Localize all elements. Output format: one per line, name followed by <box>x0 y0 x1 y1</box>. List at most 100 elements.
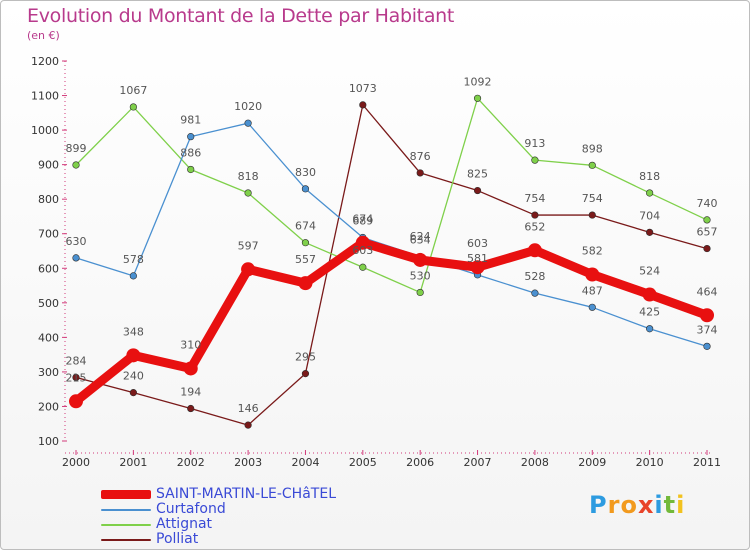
data-label: 530 <box>410 269 431 282</box>
data-point <box>588 161 596 169</box>
logo-letter: P <box>589 491 608 519</box>
data-label: 581 <box>467 252 488 265</box>
data-point <box>642 287 657 302</box>
data-label: 194 <box>180 386 201 399</box>
y-tick-label: 1100 <box>31 90 59 103</box>
legend-item: Polliat <box>101 532 336 547</box>
data-label: 284 <box>66 354 87 367</box>
data-point <box>588 303 596 311</box>
logo-letter: o <box>620 491 638 519</box>
data-label: 582 <box>582 244 603 257</box>
legend-swatch <box>101 508 151 511</box>
data-label: 818 <box>639 170 660 183</box>
data-point <box>244 189 252 197</box>
data-label: 657 <box>697 226 718 239</box>
data-point <box>129 272 137 280</box>
data-point <box>703 244 711 253</box>
data-label: 754 <box>524 192 545 205</box>
data-point <box>244 421 252 429</box>
legend-swatch <box>101 538 151 541</box>
data-point <box>301 370 310 378</box>
logo-letter: i <box>676 491 686 519</box>
chart-title: Evolution du Montant de la Dette par Hab… <box>27 5 455 27</box>
data-point <box>416 169 424 177</box>
y-tick-label: 300 <box>38 366 59 379</box>
data-point <box>298 276 313 291</box>
data-label: 740 <box>697 197 718 210</box>
y-tick-label: 1000 <box>31 124 59 137</box>
data-label: 295 <box>295 351 316 364</box>
series-line <box>75 97 708 294</box>
legend-label: Curtafond <box>156 501 226 517</box>
data-point <box>244 119 252 127</box>
legend-label: Attignat <box>156 516 213 532</box>
legend-label: Polliat <box>156 531 199 547</box>
data-point <box>413 252 428 267</box>
data-label: 240 <box>123 370 144 383</box>
data-label: 348 <box>123 325 144 338</box>
data-point <box>126 348 141 363</box>
x-tick-label: 2005 <box>349 456 377 469</box>
proxiti-logo: Proxiti <box>589 491 685 519</box>
data-point <box>646 189 654 197</box>
data-point <box>473 186 482 195</box>
data-point <box>585 267 600 282</box>
data-label: 674 <box>295 220 316 233</box>
axes: 100 200 300 400 500 600 700 800 900 1000 1100 1200 2… <box>31 55 721 469</box>
legend-item: SAINT-MARTIN-LE-CHâTEL <box>101 487 336 502</box>
series-lines <box>69 94 714 429</box>
x-tick-label: 2000 <box>62 456 90 469</box>
x-tick-label: 2006 <box>406 456 434 469</box>
data-point <box>359 101 367 109</box>
data-label: 876 <box>410 150 431 163</box>
data-point <box>187 165 195 174</box>
legend: SAINT-MARTIN-LE-CHâTEL Curtafond Attignat P… <box>101 487 336 547</box>
logo-letter: x <box>637 491 655 519</box>
data-label: 464 <box>697 285 718 298</box>
chart-unit: (en €) <box>27 29 60 42</box>
data-point <box>473 94 482 102</box>
data-point <box>588 211 596 219</box>
data-label: 630 <box>66 235 87 248</box>
data-label: 557 <box>295 253 316 266</box>
data-point <box>359 263 367 271</box>
data-label: 528 <box>524 270 545 283</box>
data-label: 886 <box>180 146 201 159</box>
data-point <box>129 389 137 397</box>
data-label: 674 <box>352 213 373 226</box>
y-tick-label: 100 <box>38 435 59 448</box>
data-label: 830 <box>295 166 316 179</box>
x-tick-label: 2008 <box>521 456 549 469</box>
x-tick-label: 2010 <box>636 456 664 469</box>
data-label: 310 <box>180 338 201 351</box>
data-label: 215 <box>66 371 87 384</box>
logo-letter: r <box>607 491 621 519</box>
data-point <box>703 216 711 224</box>
x-tick-label: 2002 <box>177 456 205 469</box>
legend-label: SAINT-MARTIN-LE-CHâTEL <box>156 486 336 502</box>
data-label: 634 <box>410 234 431 247</box>
y-tick-label: 1200 <box>31 55 59 68</box>
data-label: 1092 <box>464 75 492 88</box>
data-label: 825 <box>467 168 488 181</box>
data-label: 899 <box>66 142 87 155</box>
y-tick-label: 200 <box>38 400 59 413</box>
y-tick-label: 400 <box>38 331 59 344</box>
data-label: 818 <box>238 170 259 183</box>
data-label: 578 <box>123 253 144 266</box>
legend-swatch <box>101 490 151 499</box>
data-point <box>531 211 539 219</box>
data-point <box>527 243 542 258</box>
data-point <box>531 289 539 297</box>
y-tick-label: 500 <box>38 297 59 310</box>
x-tick-label: 2007 <box>464 456 492 469</box>
data-point <box>187 404 195 413</box>
data-label: 754 <box>582 192 603 205</box>
data-label: 1067 <box>119 84 147 97</box>
data-point <box>187 133 195 141</box>
data-point <box>129 103 137 111</box>
x-tick-label: 2001 <box>119 456 147 469</box>
data-label: 1073 <box>349 82 377 95</box>
